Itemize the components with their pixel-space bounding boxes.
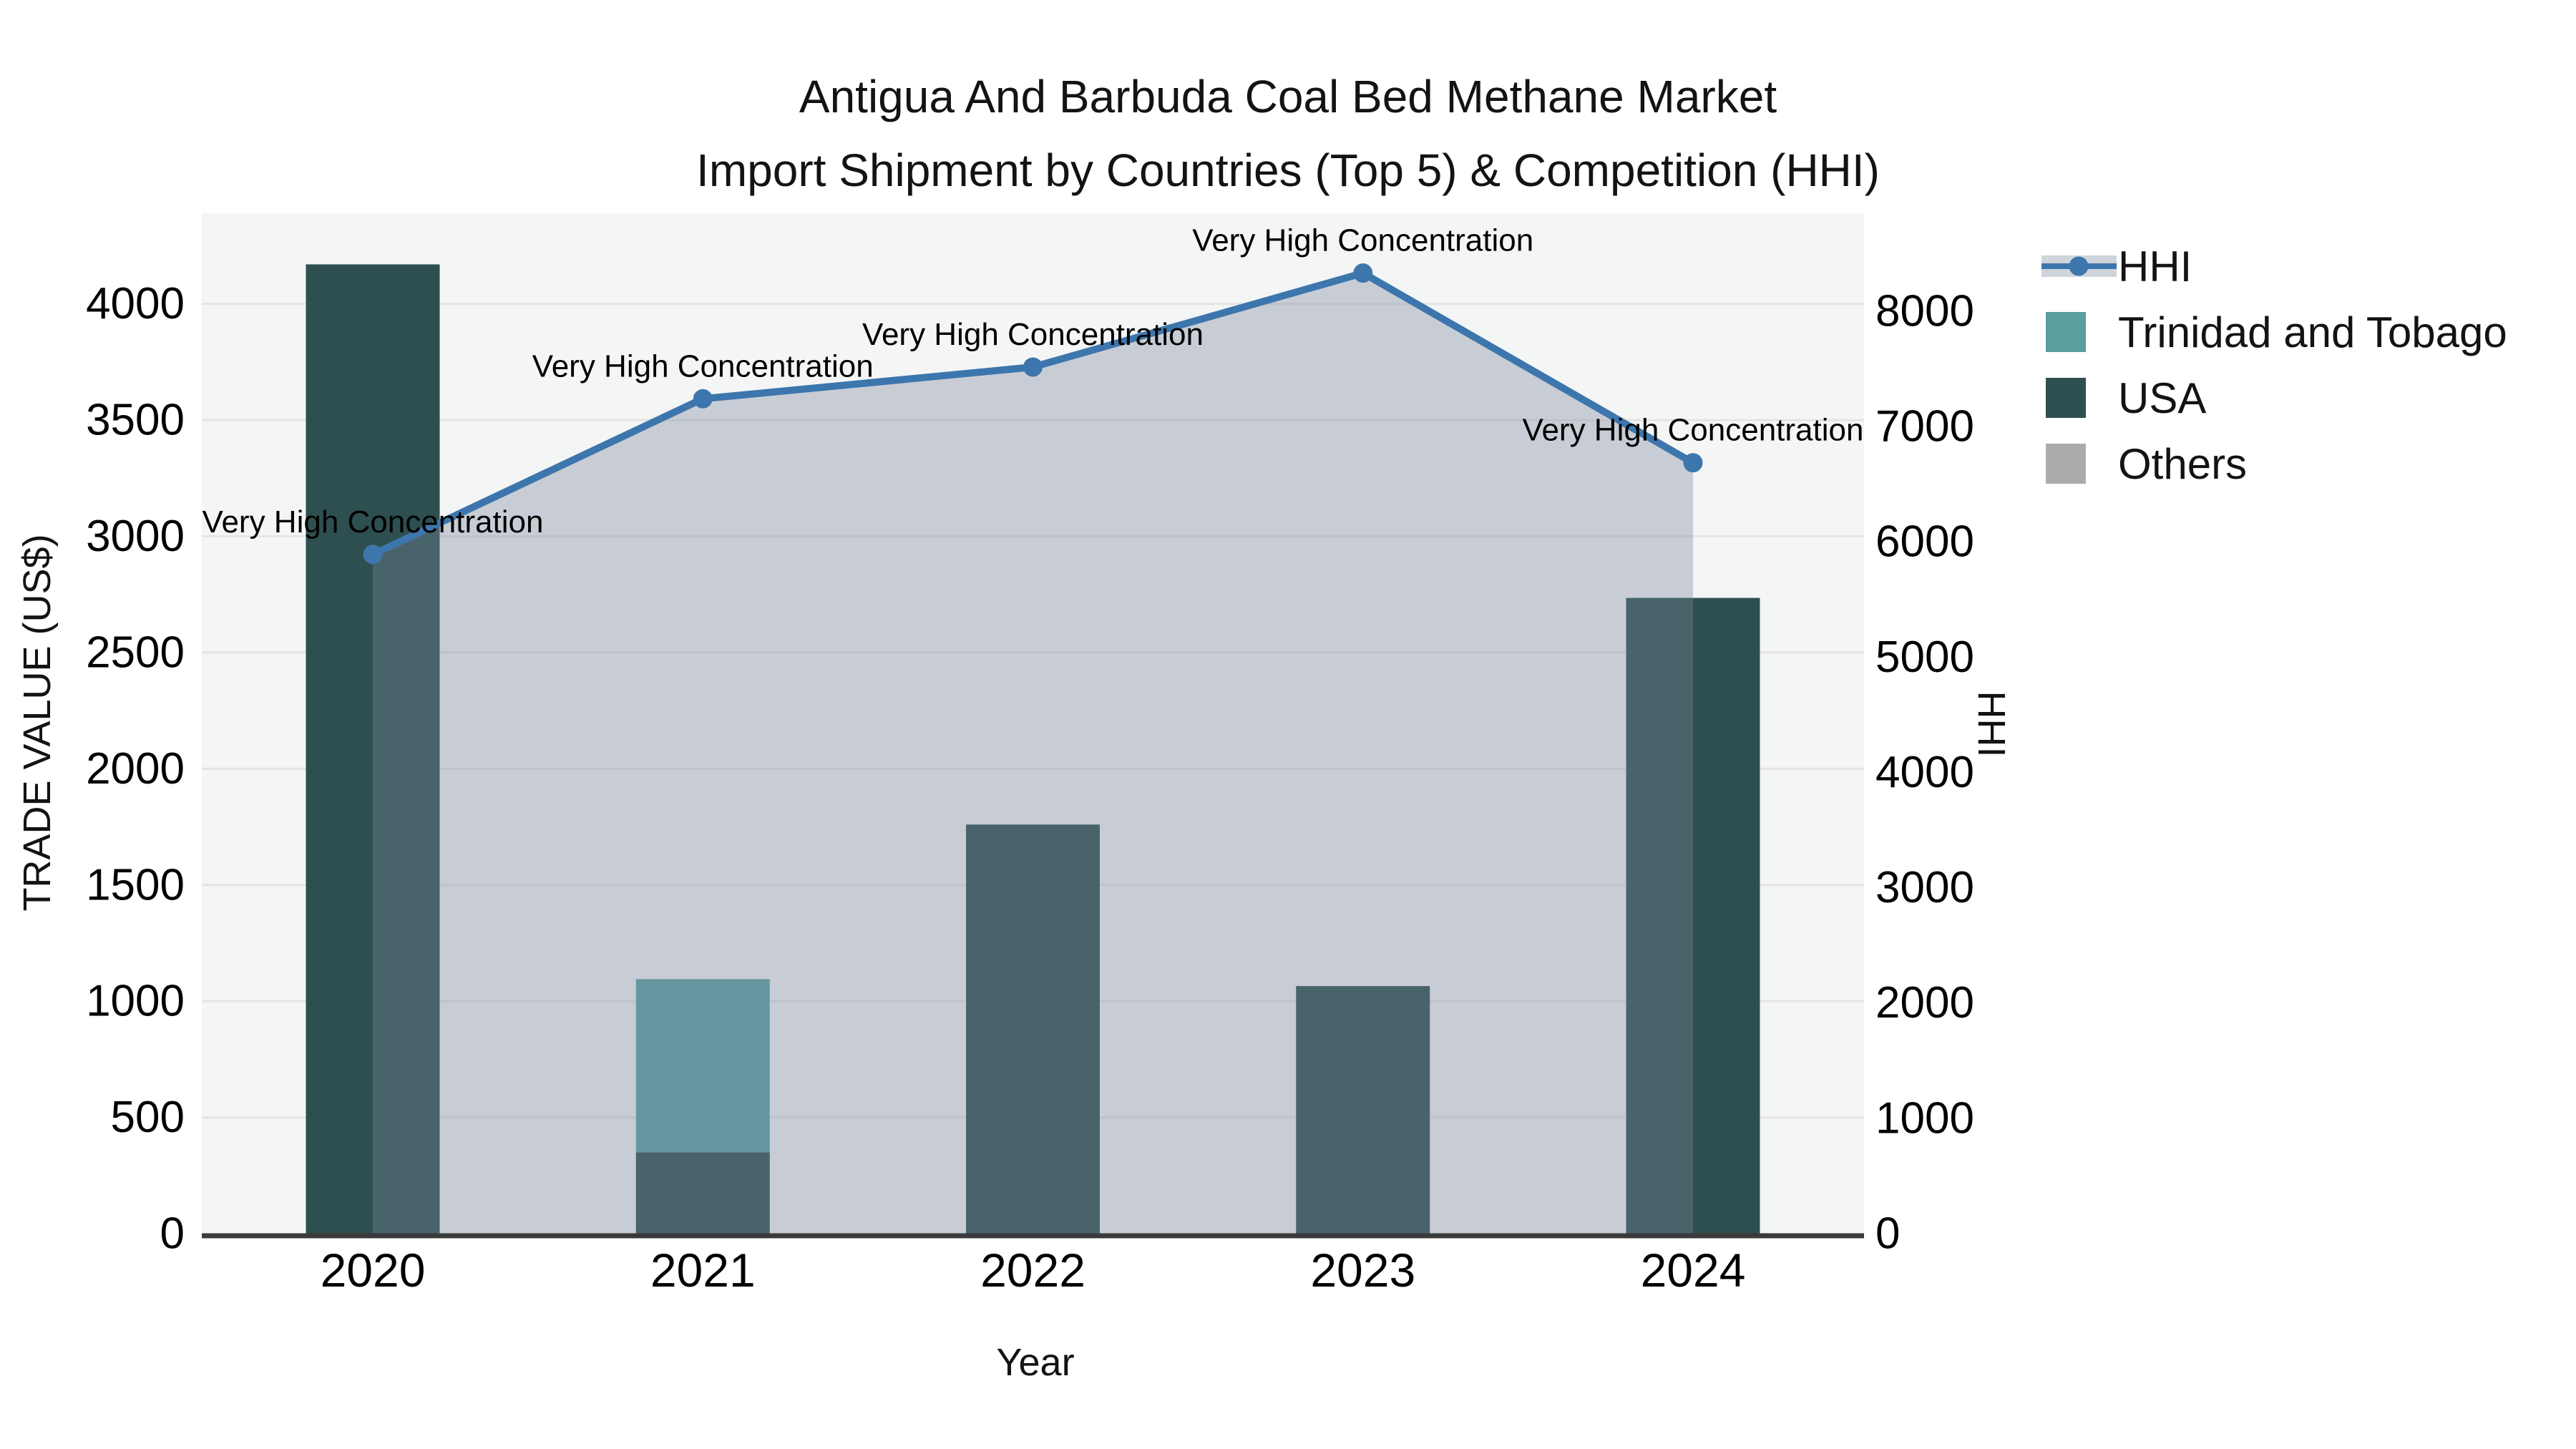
bar-2021-trinidad-and-tobago	[635, 979, 770, 1153]
chart-title-line2: Import Shipment by Countries (Top 5) & C…	[696, 145, 1880, 196]
x-tick-2022: 2022	[980, 1244, 1085, 1297]
legend: HHI Trinidad and Tobago USA Others	[2041, 233, 2507, 497]
chart-title: Antigua And Barbuda Coal Bed Methane Mar…	[0, 60, 2576, 208]
right-tick-0: 0	[1875, 1209, 1900, 1259]
x-tick-2023: 2023	[1310, 1244, 1415, 1297]
legend-item-trinidad-and-tobago: Trinidad and Tobago	[2041, 299, 2507, 365]
bar-2022-usa	[966, 824, 1100, 1234]
legend-label-usa: USA	[2118, 374, 2207, 422]
hhi-marker-2023	[1353, 263, 1373, 283]
left-tick-3500: 3500	[86, 396, 185, 445]
right-tick-6000: 6000	[1875, 517, 1974, 567]
left-tick-2500: 2500	[86, 628, 185, 677]
bar-2020-usa	[306, 264, 440, 1234]
hhi-line-marker-icon	[2041, 255, 2117, 277]
left-axis-title: TRADE VALUE (US$)	[16, 534, 59, 912]
hhi-area	[373, 273, 1693, 1234]
right-tick-3000: 3000	[1875, 863, 1974, 912]
legend-item-hhi: HHI	[2041, 233, 2507, 299]
x-axis-title: Year	[996, 1341, 1075, 1384]
annotation-2020: Very High Concentration	[203, 504, 544, 540]
right-tick-2000: 2000	[1875, 978, 1974, 1028]
left-tick-2000: 2000	[86, 744, 185, 794]
trinidad-and-tobago-swatch-icon	[2046, 312, 2086, 352]
x-tick-2020: 2020	[321, 1244, 426, 1297]
hhi-marker-2022	[1023, 357, 1043, 377]
bar-2024-usa	[1626, 597, 1760, 1234]
hhi-legend-swatch	[2041, 250, 2117, 282]
legend-label-trinidad-and-tobago: Trinidad and Tobago	[2118, 308, 2507, 356]
bar-2023-usa	[1296, 986, 1430, 1234]
left-tick-1000: 1000	[86, 977, 185, 1026]
left-tick-1500: 1500	[86, 860, 185, 909]
annotation-2021: Very High Concentration	[532, 348, 874, 384]
left-tick-3000: 3000	[86, 512, 185, 561]
hhi-marker-2024	[1683, 453, 1703, 473]
bar-2021-usa	[635, 1152, 770, 1234]
right-tick-1000: 1000	[1875, 1093, 1974, 1143]
legend-label-others: Others	[2118, 439, 2248, 488]
right-tick-8000: 8000	[1875, 286, 1974, 336]
left-tick-4000: 4000	[86, 279, 185, 328]
right-tick-7000: 7000	[1875, 401, 1974, 451]
annotation-2023: Very High Concentration	[1192, 223, 1533, 258]
right-tick-4000: 4000	[1875, 748, 1974, 797]
left-tick-500: 500	[111, 1093, 185, 1142]
annotation-2022: Very High Concentration	[862, 317, 1204, 352]
right-axis-title: HHI	[1970, 691, 2013, 758]
hhi-marker-2020	[363, 545, 383, 565]
x-tick-2021: 2021	[650, 1244, 756, 1297]
legend-item-others: Others	[2041, 431, 2507, 497]
legend-label-hhi: HHI	[2118, 242, 2192, 291]
annotation-2024: Very High Concentration	[1523, 413, 1864, 448]
others-swatch-icon	[2046, 444, 2086, 484]
hhi-marker-2021	[693, 389, 713, 409]
left-tick-0: 0	[160, 1209, 185, 1259]
right-tick-5000: 5000	[1875, 633, 1974, 682]
x-tick-2024: 2024	[1641, 1244, 1746, 1297]
chart-title-line1: Antigua And Barbuda Coal Bed Methane Mar…	[799, 71, 1777, 122]
legend-item-usa: USA	[2041, 365, 2507, 431]
usa-swatch-icon	[2046, 378, 2086, 418]
